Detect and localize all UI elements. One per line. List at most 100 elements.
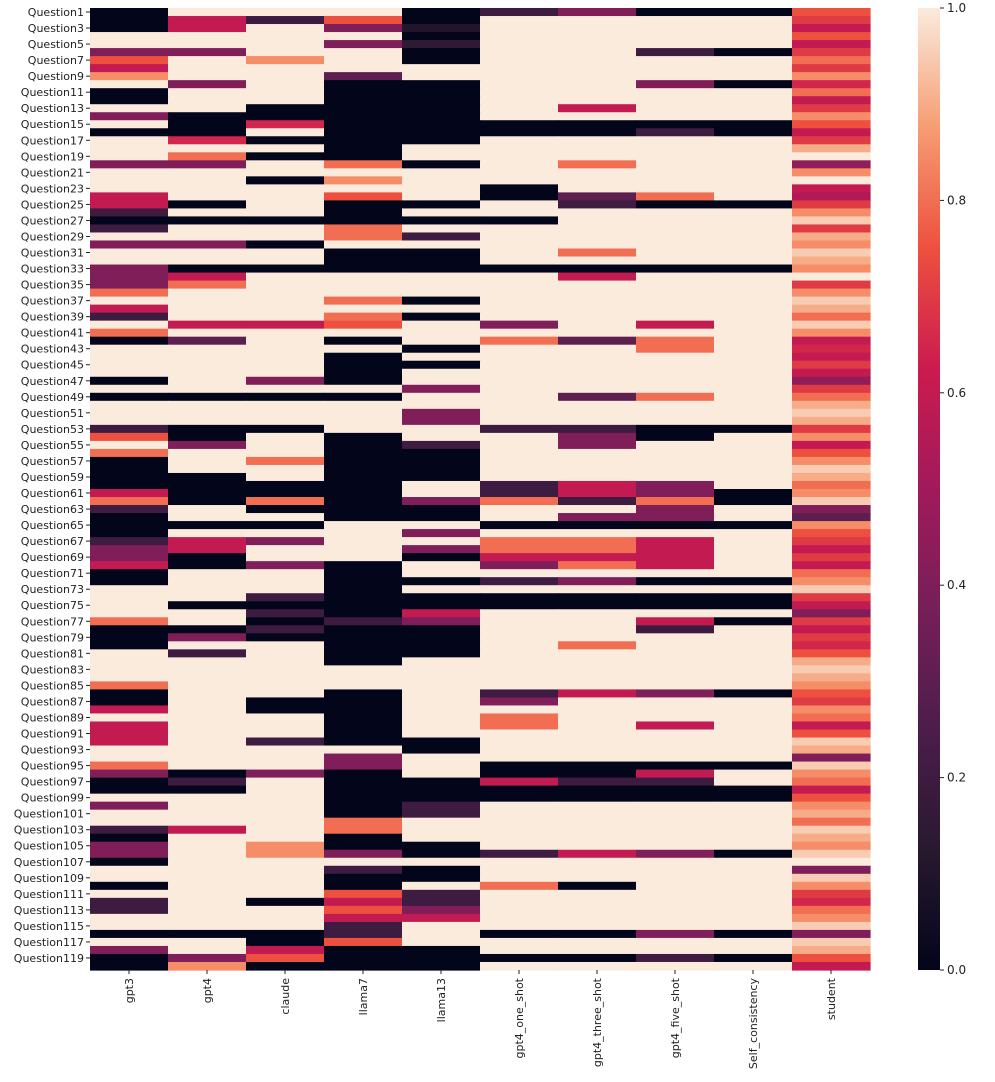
heatmap-cell: [558, 392, 637, 402]
heatmap-cell: [246, 769, 325, 779]
heatmap-cell: [90, 681, 169, 691]
heatmap-cell: [246, 737, 325, 747]
y-tick-label: Question55: [21, 439, 84, 452]
heatmap-cell: [636, 464, 715, 474]
y-tick-label: Question47: [21, 375, 84, 388]
heatmap-cell: [246, 657, 325, 666]
heatmap-cell: [714, 96, 793, 105]
colorbar-tick-label: 0.4: [947, 578, 966, 592]
heatmap-cell: [480, 625, 559, 634]
heatmap-cell: [324, 753, 403, 763]
heatmap-cell: [480, 384, 559, 394]
heatmap-cell: [324, 176, 403, 185]
heatmap-cell: [90, 673, 169, 682]
heatmap-cell: [324, 144, 403, 153]
x-tick-label: student: [825, 977, 838, 1020]
heatmap-cell: [90, 88, 169, 97]
heatmap-cell: [558, 264, 637, 274]
heatmap-cell: [246, 64, 325, 73]
heatmap-cell: [324, 641, 403, 650]
y-tick-label: Question89: [21, 711, 84, 724]
heatmap-cell: [792, 921, 871, 931]
heatmap-cell: [636, 80, 715, 89]
heatmap-cell: [402, 320, 481, 330]
heatmap-cell: [246, 513, 325, 522]
heatmap-cell: [168, 432, 247, 442]
heatmap-cell: [792, 793, 871, 803]
heatmap-cell: [792, 625, 871, 634]
heatmap-cell: [402, 897, 481, 907]
heatmap-cell: [480, 841, 559, 851]
heatmap-cell: [246, 753, 325, 763]
y-tick-label: Question93: [21, 744, 84, 757]
y-tick-label: Question45: [21, 359, 84, 372]
x-tick-label: Self_consistency: [747, 978, 760, 1070]
heatmap-cell: [636, 312, 715, 322]
heatmap-cell: [246, 96, 325, 105]
heatmap-cell: [714, 849, 793, 859]
heatmap-cell: [402, 280, 481, 290]
heatmap-cell: [558, 32, 637, 41]
heatmap-cell: [168, 296, 247, 306]
heatmap-cell: [636, 865, 715, 875]
heatmap-cell: [714, 785, 793, 795]
heatmap-cell: [90, 264, 169, 274]
heatmap-cell: [558, 633, 637, 642]
heatmap-cell: [324, 633, 403, 642]
heatmap-cell: [714, 88, 793, 97]
heatmap-cell: [90, 216, 169, 226]
heatmap-cell: [792, 881, 871, 891]
heatmap-cell: [324, 881, 403, 891]
heatmap-cell: [480, 232, 559, 242]
heatmap-cell: [168, 865, 247, 875]
heatmap-cell: [714, 216, 793, 226]
heatmap-cell: [324, 673, 403, 682]
heatmap-cell: [558, 953, 637, 963]
heatmap-cell: [246, 32, 325, 41]
heatmap-cell: [558, 336, 637, 346]
heatmap-cell: [90, 609, 169, 618]
heatmap-cell: [402, 857, 481, 867]
heatmap-cell: [90, 841, 169, 851]
x-tick-labels: gpt3 gpt4 claude llama7 llama13 gpt4_one_shot…: [123, 970, 838, 1069]
heatmap-cell: [90, 945, 169, 955]
heatmap-cell: [714, 945, 793, 955]
heatmap-cell: [324, 529, 403, 538]
heatmap-cell: [168, 368, 247, 378]
heatmap-cell: [246, 593, 325, 602]
heatmap-cell: [90, 152, 169, 161]
heatmap-cell: [246, 545, 325, 554]
heatmap-cell: [168, 497, 247, 506]
heatmap-cell: [90, 392, 169, 402]
heatmap-cell: [636, 745, 715, 755]
heatmap-cell: [558, 705, 637, 715]
heatmap-cell: [324, 352, 403, 362]
heatmap-cell: [402, 905, 481, 915]
heatmap-cell: [324, 681, 403, 691]
heatmap-cell: [246, 256, 325, 266]
heatmap-cell: [636, 248, 715, 258]
heatmap-cell: [246, 825, 325, 835]
heatmap-cell: [402, 392, 481, 402]
heatmap-cell: [480, 489, 559, 498]
heatmap-cell: [480, 16, 559, 25]
heatmap-cell: [90, 561, 169, 570]
heatmap-cell: [714, 769, 793, 779]
heatmap-cell: [168, 713, 247, 723]
heatmap-cell: [90, 360, 169, 370]
heatmap-cell: [402, 328, 481, 338]
heatmap-cell: [168, 48, 247, 57]
heatmap-cell: [246, 264, 325, 274]
heatmap-cell: [792, 480, 871, 490]
heatmap-cell: [480, 168, 559, 177]
heatmap-cell: [324, 184, 403, 193]
heatmap-cell: [168, 416, 247, 426]
heatmap-cell: [90, 737, 169, 747]
heatmap-cell: [402, 440, 481, 450]
heatmap-cell: [714, 689, 793, 699]
heatmap-cell: [792, 505, 871, 514]
y-tick-label: Question71: [21, 567, 84, 580]
heatmap-cell: [636, 200, 715, 210]
heatmap-cell: [246, 873, 325, 883]
heatmap-cell: [402, 112, 481, 121]
